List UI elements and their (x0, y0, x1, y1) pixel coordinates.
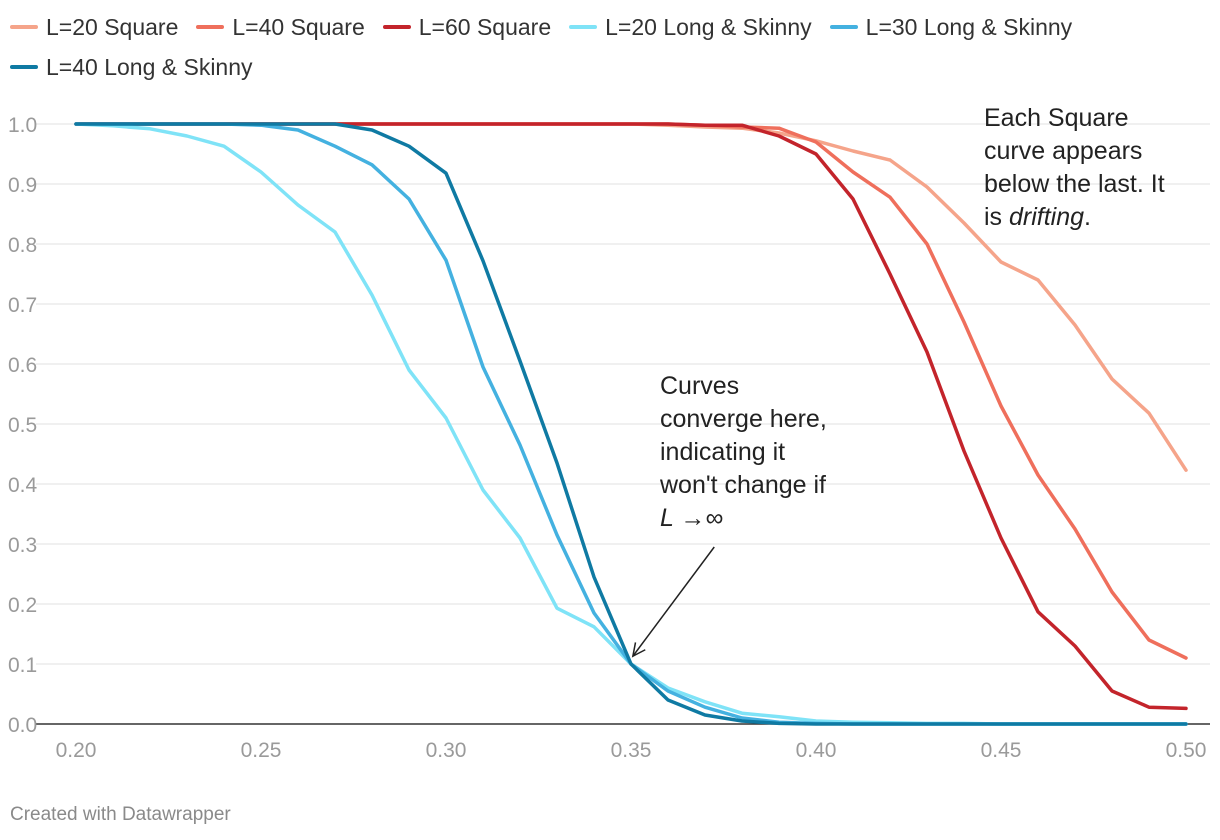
annotation-converge: Curves converge here, indicating it won'… (660, 370, 870, 535)
y-tick-label: 0.3 (8, 534, 37, 557)
converge-arrow (631, 546, 715, 658)
annotation-arrow-head (631, 642, 646, 658)
legend-label: L=60 Square (418, 14, 552, 40)
legend-swatch (196, 25, 225, 29)
annotation-drifting-line-1: Each Square (984, 104, 1129, 132)
x-tick-label: 0.40 (796, 739, 837, 762)
series-line-6 (74, 122, 1188, 726)
y-tick-label: 0.0 (8, 714, 37, 737)
chart-legend: L=20 Square L=40 Square L=60 Square L=20 Lo… (10, 14, 1210, 80)
legend-label: L=40 Long & Skinny (46, 54, 253, 80)
legend-swatch (829, 25, 858, 29)
annotation-drifting-line-2: curve appears (984, 137, 1143, 165)
y-tick-label: 0.2 (8, 594, 37, 617)
y-tick-label: 0.9 (8, 174, 37, 197)
x-axis-ticks: 0.20 0.25 0.30 0.35 0.40 0.45 0.50 (56, 739, 1207, 762)
legend-swatch (10, 25, 38, 29)
annotation-drifting-line-4: is (984, 203, 1009, 231)
y-tick-label: 0.6 (8, 354, 37, 377)
y-tick-label: 0.8 (8, 234, 37, 257)
annotation-drifting: Each Square curve appears below the last… (984, 102, 1209, 234)
y-tick-label: 0.7 (8, 294, 37, 317)
annotation-drifting-emphasis: drifting (1009, 203, 1085, 231)
annotation-drifting-suffix: . (1084, 203, 1091, 231)
y-tick-label: 0.5 (8, 414, 37, 437)
legend-label: L=40 Square (232, 14, 365, 40)
series-lines (74, 122, 1188, 726)
annotation-drifting-line-3: below the last. It (984, 170, 1165, 198)
y-tick-label: 0.1 (8, 654, 37, 677)
annotation-converge-math: L →∞ (660, 504, 724, 532)
x-tick-label: 0.45 (981, 739, 1022, 762)
legend-label: L=20 Long & Skinny (605, 14, 812, 40)
legend-item: L=60 Square (382, 14, 552, 40)
legend-label: L=20 Square (46, 14, 179, 40)
x-tick-label: 0.50 (1166, 739, 1207, 762)
y-tick-label: 0.4 (8, 474, 38, 497)
legend-swatch (10, 65, 38, 69)
legend-item: L=40 Long & Skinny (10, 54, 253, 80)
legend-item: L=40 Square (196, 14, 365, 40)
x-tick-label: 0.20 (56, 739, 97, 762)
x-tick-label: 0.35 (611, 739, 652, 762)
y-axis-ticks: 0.0 0.1 0.2 0.3 0.4 0.5 0.6 0.7 0.8 0.9 1.0 (8, 114, 38, 737)
legend-swatch (569, 25, 598, 29)
annotation-converge-line-2: converge here, (660, 405, 827, 433)
annotation-converge-line-1: Curves (660, 372, 740, 400)
x-tick-label: 0.25 (241, 739, 282, 762)
legend-item: L=20 Long & Skinny (569, 14, 812, 40)
legend-item: L=20 Square (10, 14, 178, 40)
legend-item: L=30 Long & Skinny (829, 14, 1073, 40)
x-tick-label: 0.30 (426, 739, 467, 762)
footer-credit: Created with Datawrapper (10, 804, 231, 825)
annotation-converge-line-3: indicating it (660, 438, 786, 466)
annotation-arrow-line (632, 546, 715, 657)
legend-swatch (382, 25, 411, 29)
legend-label: L=30 Long & Skinny (865, 14, 1073, 40)
y-tick-label: 1.0 (8, 114, 37, 137)
annotation-converge-line-4: won't change if (660, 471, 826, 499)
